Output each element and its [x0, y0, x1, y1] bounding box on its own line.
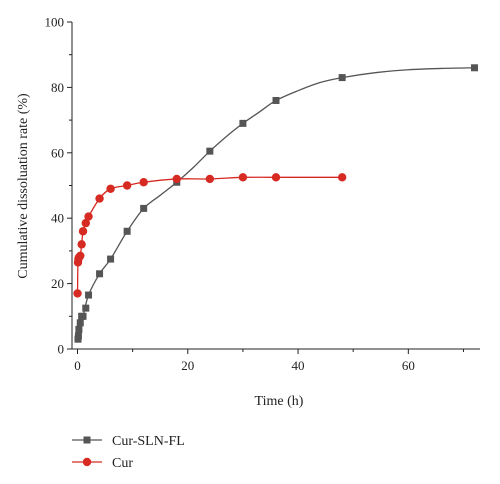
- marker-cur-sln-fl: [140, 204, 148, 212]
- marker-cur: [205, 174, 215, 184]
- x-tick-label: 20: [181, 358, 194, 373]
- series-lines: [76, 67, 475, 340]
- marker-cur-sln-fl: [82, 304, 90, 312]
- marker-cur: [238, 173, 248, 182]
- marker-cur: [77, 240, 86, 249]
- y-tick-label: 40: [51, 211, 64, 226]
- marker-cur-sln-fl: [239, 119, 247, 127]
- marker-cur: [78, 227, 88, 236]
- marker-cur-sln-fl: [338, 74, 346, 82]
- legend-item-cur: Cur: [72, 456, 133, 471]
- series-line-cur-sln-fl: [77, 67, 475, 340]
- marker-cur: [84, 212, 93, 221]
- marker-cur-sln-fl: [107, 255, 115, 263]
- y-axis-title: Cumulative dissoluation rate (%): [16, 93, 31, 279]
- marker-cur: [139, 178, 148, 187]
- marker-cur-sln-fl: [79, 312, 87, 320]
- marker-cur-sln-fl: [96, 270, 104, 278]
- marker-cur: [122, 181, 132, 190]
- y-tick-label: 60: [51, 145, 64, 160]
- y-tick-label: 100: [45, 15, 65, 30]
- x-tick-label: 0: [74, 358, 81, 373]
- marker-cur-sln-fl: [75, 325, 83, 333]
- marker-cur-sln-fl: [123, 227, 131, 235]
- marker-cur-sln-fl: [470, 64, 478, 72]
- legend-marker: [83, 436, 91, 444]
- marker-cur-sln-fl: [85, 291, 93, 299]
- marker-cur-sln-fl: [74, 332, 82, 340]
- marker-cur: [95, 194, 104, 203]
- legend-label: Cur: [112, 456, 133, 471]
- legend-marker: [82, 457, 92, 467]
- marker-cur: [337, 173, 347, 182]
- marker-cur-sln-fl: [76, 319, 84, 327]
- marker-cur: [81, 218, 90, 228]
- legend: Cur-SLN-FL Cur: [72, 434, 185, 471]
- marker-cur: [106, 184, 115, 193]
- marker-cur-sln-fl: [272, 96, 280, 104]
- x-tick-label: 40: [292, 358, 305, 373]
- marker-cur-sln-fl: [206, 147, 214, 155]
- tick-marks: 0 20 40 60 0 20 40 60 80 100: [45, 15, 464, 373]
- marker-cur: [73, 289, 82, 298]
- legend-label: Cur-SLN-FL: [112, 434, 185, 449]
- series-line-cur: [76, 176, 343, 294]
- y-tick-label: 20: [51, 276, 64, 291]
- marker-cur: [76, 251, 85, 261]
- marker-cur: [172, 174, 181, 184]
- x-tick-label: 60: [402, 358, 415, 373]
- marker-cur: [271, 173, 281, 182]
- x-axis-title: Time (h): [255, 394, 304, 409]
- axes: [71, 22, 480, 350]
- legend-item-cur-sln-fl: Cur-SLN-FL: [72, 434, 185, 449]
- y-tick-label: 0: [58, 342, 65, 357]
- data-markers: [73, 64, 478, 343]
- y-tick-label: 80: [51, 80, 64, 95]
